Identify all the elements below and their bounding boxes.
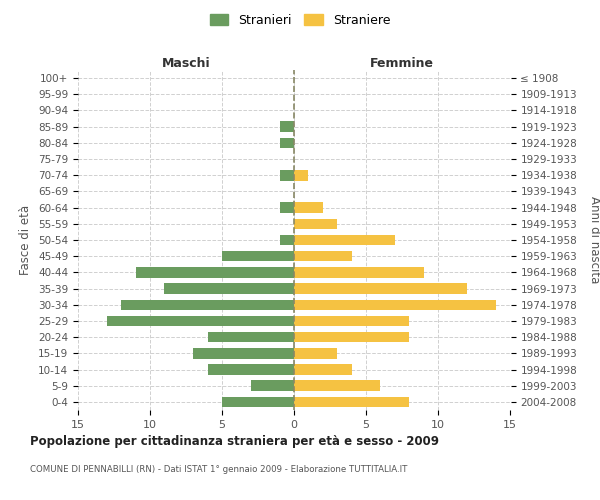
Bar [280, 122, 294, 132]
Bar [294, 316, 409, 326]
Bar [107, 316, 294, 326]
Bar [280, 138, 294, 148]
Bar [294, 267, 424, 278]
Bar [280, 170, 294, 180]
Bar [294, 332, 409, 342]
Bar [294, 251, 352, 262]
Bar [136, 267, 294, 278]
Bar [280, 234, 294, 246]
Bar [294, 348, 337, 358]
Text: Maschi: Maschi [161, 57, 211, 70]
Bar [222, 251, 294, 262]
Bar [294, 234, 395, 246]
Bar [193, 348, 294, 358]
Bar [280, 202, 294, 213]
Bar [251, 380, 294, 391]
Bar [294, 284, 467, 294]
Bar [294, 170, 308, 180]
Bar [294, 202, 323, 213]
Bar [294, 380, 380, 391]
Bar [294, 300, 496, 310]
Text: Popolazione per cittadinanza straniera per età e sesso - 2009: Popolazione per cittadinanza straniera p… [30, 435, 439, 448]
Bar [164, 284, 294, 294]
Bar [208, 332, 294, 342]
Text: COMUNE DI PENNABILLI (RN) - Dati ISTAT 1° gennaio 2009 - Elaborazione TUTTITALIA: COMUNE DI PENNABILLI (RN) - Dati ISTAT 1… [30, 465, 407, 474]
Bar [208, 364, 294, 375]
Text: Femmine: Femmine [370, 57, 434, 70]
Y-axis label: Anni di nascita: Anni di nascita [588, 196, 600, 284]
Bar [222, 396, 294, 407]
Legend: Stranieri, Straniere: Stranieri, Straniere [205, 8, 395, 32]
Bar [294, 396, 409, 407]
Y-axis label: Fasce di età: Fasce di età [19, 205, 32, 275]
Bar [294, 218, 337, 229]
Bar [294, 364, 352, 375]
Bar [121, 300, 294, 310]
